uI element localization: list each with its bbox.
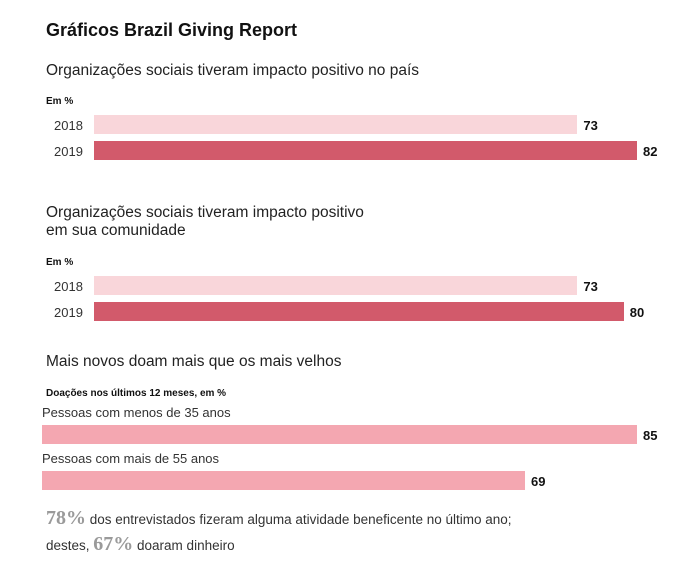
chart-2-bar-2019 [94,302,624,321]
chart-3-bar-over-55 [42,471,525,490]
chart-1-unit: Em % [46,96,74,107]
chart-2-label-2019: 2019 [54,305,83,320]
chart-2-title-line-2: em sua comunidade [46,222,186,239]
chart-2-unit: Em % [46,257,74,268]
chart-2-value-2019: 80 [629,305,645,320]
footnote-text-2-prefix: destes, [46,538,94,553]
chart-1-title: Organizações sociais tiveram impacto pos… [46,62,420,79]
chart-3-label-under-35: Pessoas com menos de 35 anos [42,405,231,420]
chart-3-unit: Doações nos últimos 12 meses, em % [46,388,227,399]
page-title: Gráficos Brazil Giving Report [46,20,298,40]
footnote-text-1: dos entrevistados fizeram alguma ativida… [86,512,512,527]
footnote-text-2-suffix: doaram dinheiro [133,538,235,553]
chart-1-label-2018: 2018 [54,118,83,133]
chart-3-value-over-55: 69 [531,474,546,489]
footnote: 78% dos entrevistados fizeram alguma ati… [46,506,512,558]
chart-3-bar-under-35 [42,425,637,444]
chart-3-value-under-35: 85 [643,428,658,443]
footnote-percentage-1: 78% [46,507,86,529]
chart-3-label-over-55: Pessoas com mais de 55 anos [42,451,220,466]
chart-1-value-2019: 82 [643,144,658,159]
chart-1-label-2019: 2019 [54,144,83,159]
chart-1-value-2018: 73 [583,118,598,133]
chart-3-title: Mais novos doam mais que os mais velhos [46,353,342,370]
chart-2-bar-2018 [94,276,578,295]
footnote-percentage-2: 67% [93,533,134,555]
chart-2-label-2018: 2018 [54,279,83,294]
chart-2-title-line-1: Organizações sociais tiveram impacto pos… [46,204,364,221]
chart-1-bar-2019 [94,141,637,160]
chart-1-bar-2018 [94,115,578,134]
chart-2-value-2018: 73 [583,279,598,294]
